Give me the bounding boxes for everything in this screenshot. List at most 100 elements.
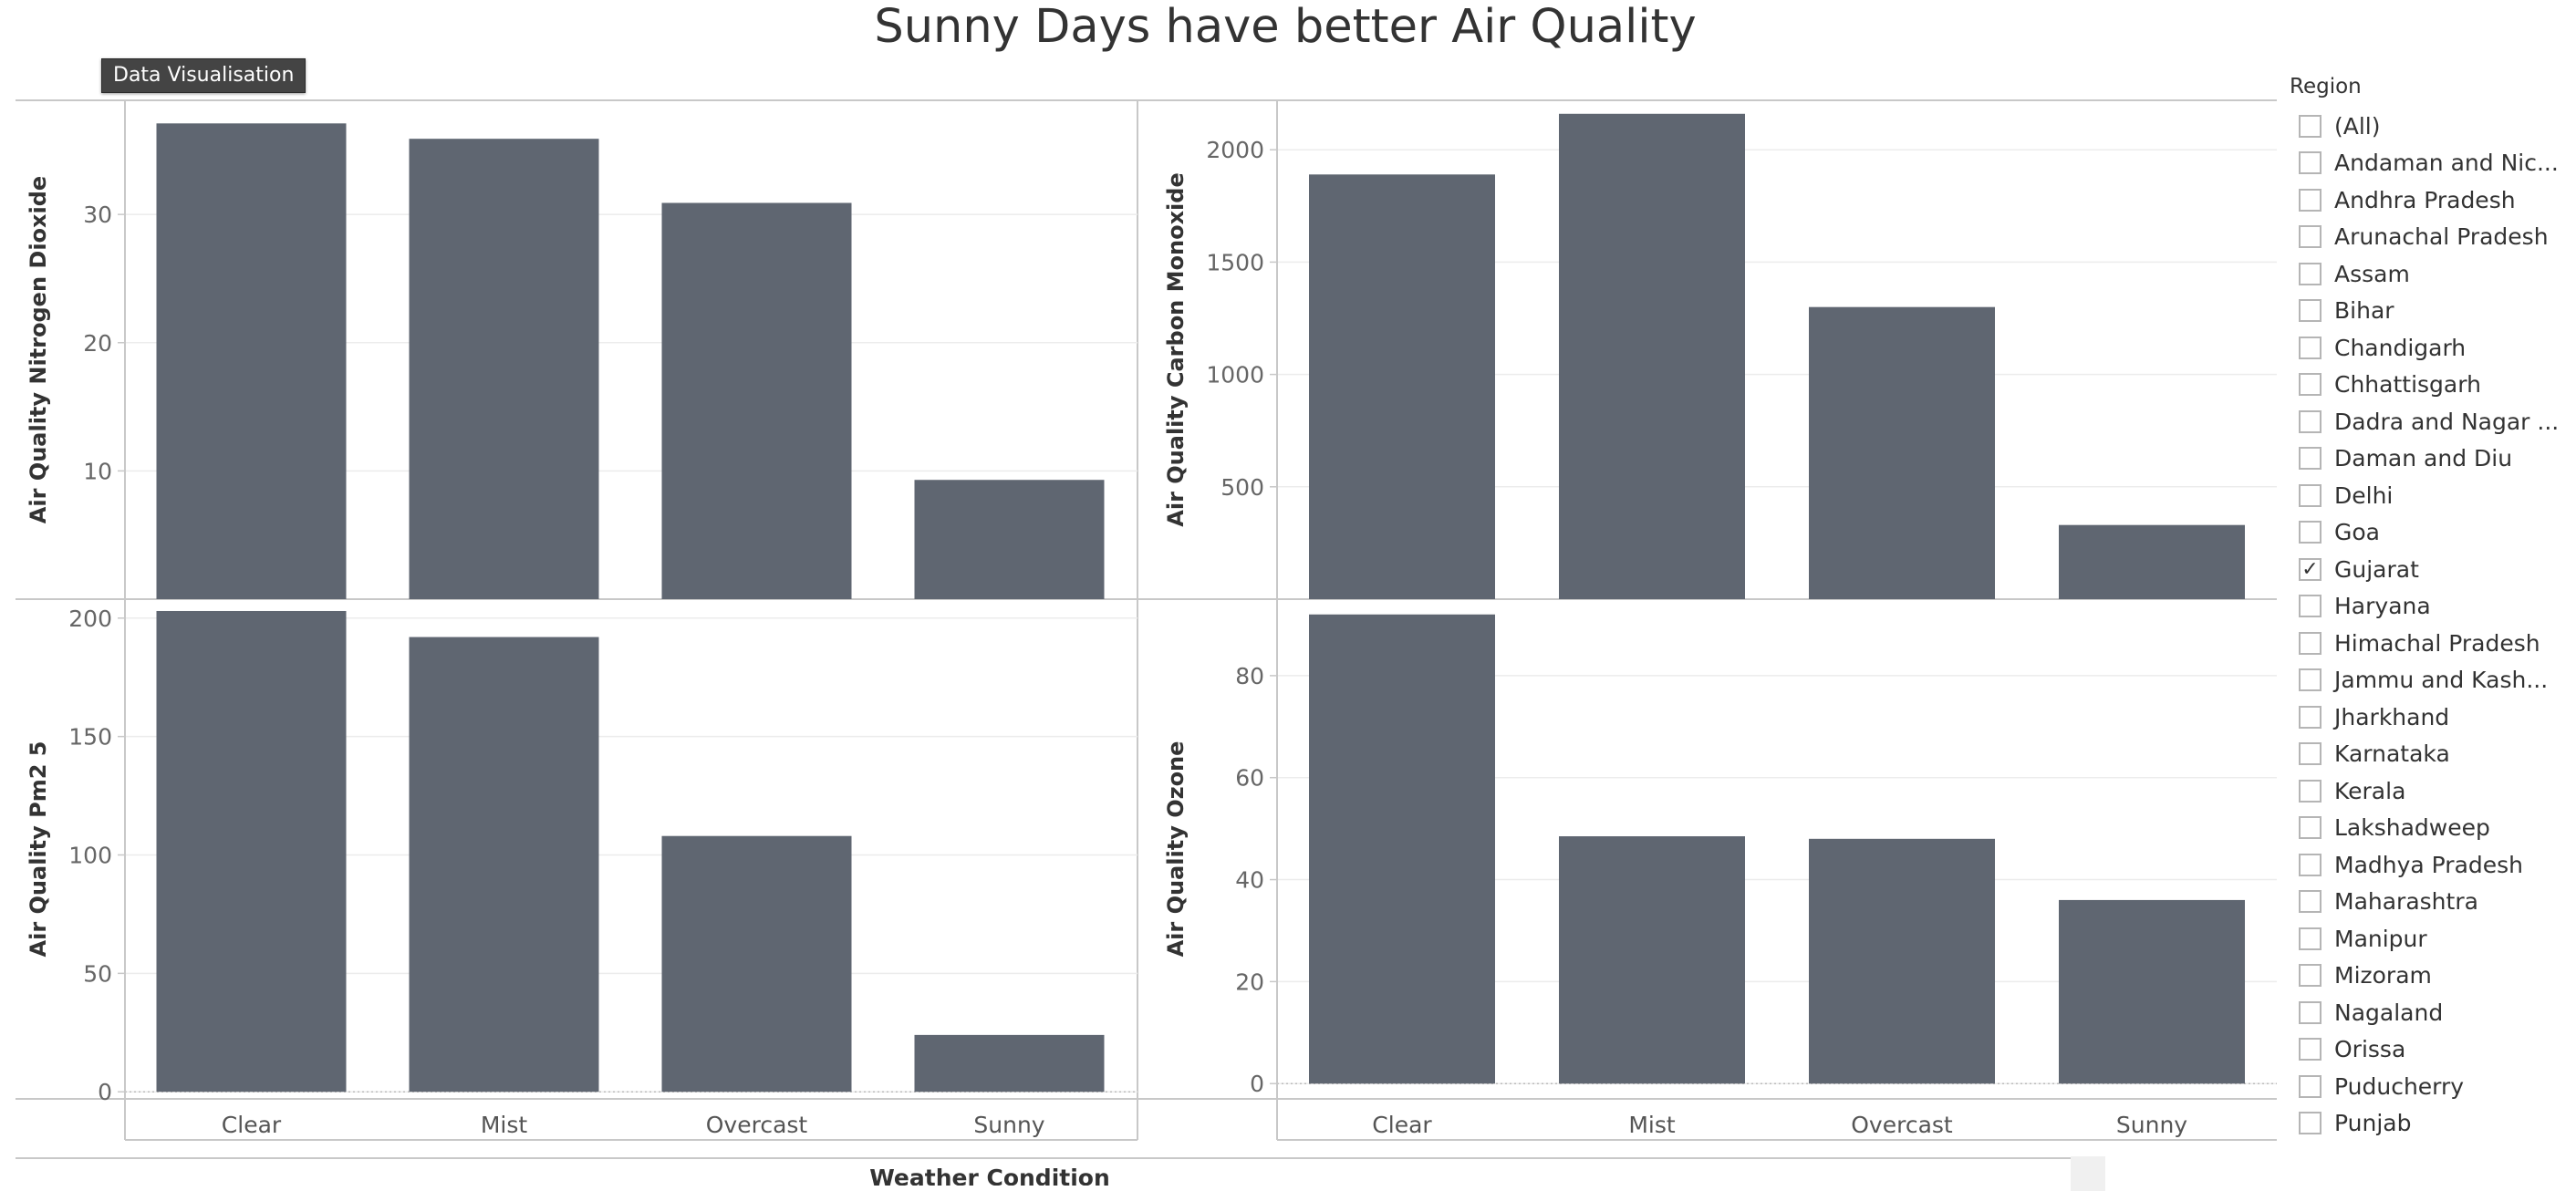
y-tick-label: 40 [1235, 867, 1264, 894]
region-filter-item[interactable]: Maharashtra [2299, 884, 2563, 921]
region-filter-item[interactable]: Arunachal Pradesh [2299, 219, 2563, 256]
bar-overcast [661, 202, 852, 599]
x-tick-label: Sunny [2116, 1112, 2187, 1138]
y-tick-label: 1000 [1206, 362, 1264, 388]
region-filter-item[interactable]: Assam [2299, 255, 2563, 293]
checkbox-icon[interactable] [2299, 447, 2322, 471]
checkbox-icon[interactable] [2299, 595, 2322, 618]
checkbox-icon[interactable] [2299, 225, 2322, 249]
checkbox-icon[interactable] [2299, 114, 2322, 138]
checkbox-icon[interactable] [2299, 816, 2322, 840]
region-filter-item[interactable]: Punjab [2299, 1105, 2563, 1143]
region-filter-label: Lakshadweep [2334, 814, 2490, 842]
y-tick-label: 80 [1235, 663, 1264, 689]
y-tick-label: 0 [98, 1079, 112, 1105]
region-filter-item[interactable]: Nagaland [2299, 994, 2563, 1031]
bar-overcast [1809, 306, 1995, 599]
region-filter-item[interactable]: Manipur [2299, 920, 2563, 958]
y-tick-label: 1500 [1206, 249, 1264, 275]
region-filter-item[interactable]: Jharkhand [2299, 699, 2563, 736]
x-axis-title: Weather Condition [869, 1165, 1110, 1186]
checkbox-icon[interactable] [2299, 705, 2322, 729]
region-filter-item[interactable]: Karnataka [2299, 736, 2563, 773]
region-filter-label: Delhi [2334, 482, 2394, 509]
bar-mist [1559, 113, 1745, 599]
bar-clear [1309, 174, 1495, 600]
x-tick-label: Overcast [706, 1112, 808, 1138]
region-filter-label: Maharashtra [2334, 888, 2478, 916]
checkbox-icon[interactable] [2299, 188, 2322, 212]
checkbox-icon[interactable] [2299, 521, 2322, 544]
checkbox-icon[interactable] [2299, 483, 2322, 507]
y-tick-label: 20 [1235, 968, 1264, 995]
region-filter-label: Daman and Diu [2334, 445, 2513, 472]
region-filter-label: Dadra and Nagar ... [2334, 408, 2560, 435]
y-tick-label: 100 [68, 842, 112, 868]
region-filter-item[interactable]: Orissa [2299, 1031, 2563, 1069]
checkbox-icon[interactable] [2299, 964, 2322, 988]
region-filter-item[interactable]: ✓ Gujarat [2299, 551, 2563, 588]
x-tick-label: Clear [222, 1112, 282, 1138]
region-filter-label: Madhya Pradesh [2334, 851, 2524, 878]
checkbox-icon[interactable] [2299, 853, 2322, 876]
checkbox-icon[interactable] [2299, 373, 2322, 397]
region-filter-label: Andaman and Nic... [2334, 150, 2559, 177]
checkbox-icon[interactable] [2299, 779, 2322, 803]
region-filter-item[interactable]: Lakshadweep [2299, 810, 2563, 847]
region-filter-item[interactable]: Kerala [2299, 772, 2563, 810]
region-filter-item[interactable]: Jammu and Kash... [2299, 662, 2563, 699]
region-filter-label: Orissa [2334, 1036, 2406, 1063]
region-filter-item[interactable]: Daman and Diu [2299, 440, 2563, 478]
checkbox-icon[interactable] [2299, 299, 2322, 323]
region-filter-label: Kerala [2334, 777, 2406, 804]
y-axis-title: Air Quality Carbon Monoxide [1163, 172, 1189, 526]
region-filter-item[interactable]: Bihar [2299, 293, 2563, 330]
checkbox-icon[interactable] [2299, 1112, 2322, 1135]
region-filter-item[interactable]: Andaman and Nic... [2299, 145, 2563, 182]
checkbox-icon[interactable] [2299, 1038, 2322, 1062]
y-axis-title: Air Quality Pm2 5 [26, 741, 51, 958]
region-filter-item[interactable]: Goa [2299, 514, 2563, 552]
checkbox-icon[interactable] [2299, 336, 2322, 359]
region-filter-item[interactable]: Chandigarh [2299, 329, 2563, 367]
x-tick-label: Overcast [1851, 1112, 1953, 1138]
region-filter-label: Mizoram [2334, 962, 2432, 989]
checkbox-icon[interactable] [2299, 668, 2322, 692]
checkbox-icon[interactable] [2299, 1000, 2322, 1024]
region-filter-item[interactable]: Delhi [2299, 477, 2563, 514]
region-filter-label: Puducherry [2334, 1072, 2465, 1100]
bar-sunny [2059, 524, 2245, 599]
bar-clear [156, 123, 347, 600]
bar-mist [409, 637, 599, 1093]
region-filter-label: Manipur [2334, 925, 2427, 952]
checkbox-icon[interactable] [2299, 742, 2322, 766]
region-filter-label: Chandigarh [2334, 334, 2467, 361]
region-filter-item[interactable]: Dadra and Nagar ... [2299, 403, 2563, 440]
checkbox-icon[interactable] [2299, 890, 2322, 914]
region-filter-item[interactable]: Mizoram [2299, 958, 2563, 995]
region-filter-item[interactable]: Himachal Pradesh [2299, 625, 2563, 662]
checkbox-icon[interactable] [2299, 927, 2322, 950]
region-filter-item[interactable]: Puducherry [2299, 1068, 2563, 1105]
bar-overcast [1809, 838, 1995, 1084]
region-filter-label: Gujarat [2334, 555, 2419, 583]
x-tick-label: Mist [1628, 1112, 1676, 1138]
checkbox-icon[interactable] [2299, 1074, 2322, 1098]
y-tick-label: 2000 [1206, 137, 1264, 163]
region-filter-label: Bihar [2334, 297, 2394, 325]
region-filter-item[interactable]: (All) [2299, 108, 2563, 145]
x-tick-label: Sunny [973, 1112, 1044, 1138]
region-filter-item[interactable]: Chhattisgarh [2299, 367, 2563, 404]
checkbox-icon[interactable] [2299, 409, 2322, 433]
region-filter-item[interactable]: Andhra Pradesh [2299, 181, 2563, 219]
y-axis-title: Air Quality Nitrogen Dioxide [26, 176, 51, 523]
checkbox-icon[interactable] [2299, 151, 2322, 175]
region-filter-item[interactable]: Haryana [2299, 588, 2563, 626]
region-filter-item[interactable]: Madhya Pradesh [2299, 846, 2563, 884]
region-filter-label: Karnataka [2334, 740, 2450, 768]
region-filter-label: Himachal Pradesh [2334, 629, 2540, 657]
checkbox-checked-icon[interactable]: ✓ [2299, 557, 2322, 581]
checkbox-icon[interactable] [2299, 631, 2322, 655]
y-tick-label: 150 [68, 724, 112, 751]
checkbox-icon[interactable] [2299, 262, 2322, 285]
